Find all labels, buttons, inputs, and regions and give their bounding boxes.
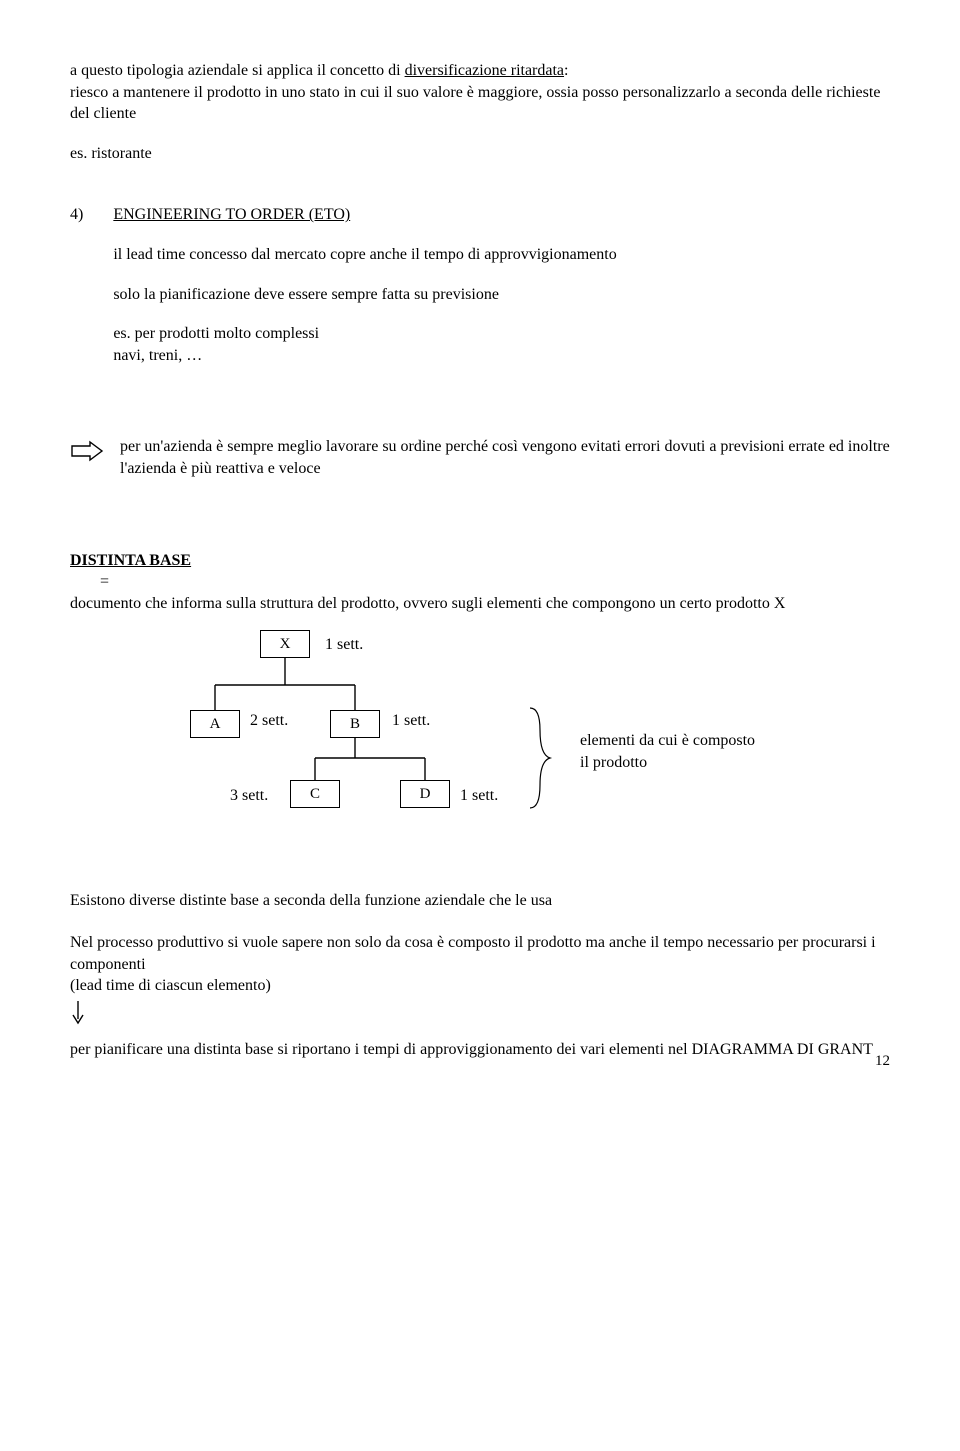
arrow-note-row: per un'azienda è sempre meglio lavorare … bbox=[70, 436, 890, 479]
label-b-sett: 1 sett. bbox=[392, 710, 430, 732]
node-x: X bbox=[260, 630, 310, 658]
li4-title: ENGINEERING TO ORDER (ETO) bbox=[113, 204, 890, 226]
li4-p1: il lead time concesso dal mercato copre … bbox=[113, 244, 890, 266]
distinta-base-section: DISTINTA BASE = documento che informa su… bbox=[70, 550, 890, 831]
db-desc: documento che informa sulla struttura de… bbox=[70, 593, 890, 615]
p1-text-b: diversificazione ritardata bbox=[405, 62, 564, 79]
arrow-down-icon bbox=[70, 999, 890, 1034]
p2-text: riesco a mantenere il prodotto in uno st… bbox=[70, 82, 890, 125]
arrow-right-icon bbox=[70, 440, 104, 469]
li4-p3b: navi, treni, … bbox=[113, 345, 890, 367]
side-note: elementi da cui è composto il prodotto bbox=[580, 730, 755, 773]
node-a: A bbox=[190, 710, 240, 738]
after-p2: Nel processo produttivo si vuole sapere … bbox=[70, 932, 890, 975]
page-number: 12 bbox=[875, 1051, 890, 1071]
node-c: C bbox=[290, 780, 340, 808]
li4-p2: solo la pianificazione deve essere sempr… bbox=[113, 284, 890, 306]
label-c-sett: 3 sett. bbox=[230, 785, 268, 807]
li4-p3a: es. per prodotti molto complessi bbox=[113, 323, 890, 345]
label-a-sett: 2 sett. bbox=[250, 710, 288, 732]
after-p4: per pianificare una distinta base si rip… bbox=[70, 1039, 890, 1061]
note1-text: per un'azienda è sempre meglio lavorare … bbox=[120, 436, 890, 479]
after-p3: (lead time di ciascun elemento) bbox=[70, 975, 890, 997]
p1-text-c: : bbox=[564, 62, 568, 79]
p3-text: es. ristorante bbox=[70, 143, 890, 165]
p1-text-a: a questo tipologia aziendale si applica … bbox=[70, 62, 405, 79]
node-d: D bbox=[400, 780, 450, 808]
tree-diagram: X A B C D 1 sett. 2 sett. 1 sett. 3 sett… bbox=[170, 630, 870, 830]
db-title: DISTINTA BASE bbox=[70, 550, 890, 572]
after-p1: Esistono diverse distinte base a seconda… bbox=[70, 890, 890, 912]
node-b: B bbox=[330, 710, 380, 738]
li4-number: 4) bbox=[70, 204, 83, 366]
label-d-sett: 1 sett. bbox=[460, 785, 498, 807]
intro-paragraph: a questo tipologia aziendale si applica … bbox=[70, 60, 890, 164]
eto-section: 4) ENGINEERING TO ORDER (ETO) il lead ti… bbox=[70, 204, 890, 366]
label-x-sett: 1 sett. bbox=[325, 634, 363, 656]
db-equals: = bbox=[100, 571, 890, 593]
